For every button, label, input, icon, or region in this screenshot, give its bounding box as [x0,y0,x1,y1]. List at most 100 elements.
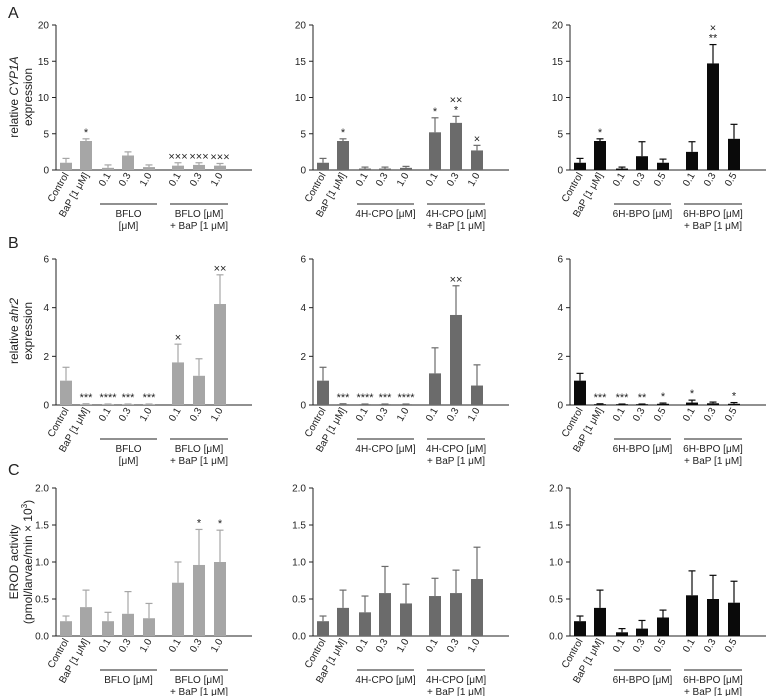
group-label: BFLO [115,209,141,220]
bar [707,403,719,405]
bar [728,403,740,405]
y-tick-label: 10 [38,93,50,104]
y-axis-title-c: EROD activity [7,525,21,600]
category-label: 0.1 [611,406,628,424]
group-label: + BaP [1 μM] [427,456,485,467]
category-label: 0.3 [702,637,719,655]
bar [60,162,72,170]
category-label: 1.0 [209,171,226,189]
bar [594,404,606,405]
y-tick-label: 6 [43,255,49,266]
y-tick-label: 0 [557,401,563,412]
y-axis-title-superscript: 3 [20,503,29,508]
bar [574,380,586,405]
y-tick-label: 15 [38,57,50,68]
y-tick-label: 2.0 [292,484,306,495]
bar [471,579,483,636]
y-tick-label: 0.5 [292,595,306,606]
group-label: BFLO [μM] [175,444,224,455]
y-tick-label: 15 [552,57,564,68]
group-label: 4H-CPO [μM] [355,675,415,686]
category-label: 0.5 [723,406,740,424]
category-label: 0.3 [445,637,462,655]
y-tick-label: 4 [557,303,563,314]
bar [686,402,698,405]
significance-label: *** [616,392,630,404]
significance-label: × [474,133,480,145]
bar [80,141,92,170]
group-label: 4H-CPO [μM] [426,209,486,220]
bar [122,155,134,170]
group-label: 4H-CPO [μM] [355,444,415,455]
group-label: 6H-BPO [μM] [683,444,743,455]
category-label: 0.1 [97,171,114,189]
y-tick-label: 2 [557,352,563,363]
category-label: 0.3 [374,171,391,189]
category-label: 0.1 [167,637,184,655]
y-tick-label: 2.0 [549,484,563,495]
y-tick-label: 2 [300,352,306,363]
bar [657,617,669,636]
group-label: BFLO [μM] [175,209,224,220]
category-label: 0.3 [374,406,391,424]
category-label: 0.1 [424,637,441,655]
category-label: 0.3 [117,406,134,424]
bar [379,168,391,170]
y-tick-label: 5 [43,129,49,140]
category-label: 0.3 [374,637,391,655]
group-label: + BaP [1 μM] [684,687,742,696]
y-axis-title-a: relative CYP1A [7,56,21,137]
category-label: 0.1 [424,406,441,424]
group-label: + BaP [1 μM] [427,221,485,232]
y-axis-title-a-line2: expression [21,68,35,126]
bar [193,375,205,405]
bar [337,607,349,636]
bar [657,403,669,405]
y-tick-label: 0 [300,401,306,412]
bar [143,167,155,170]
y-tick-label: 20 [38,21,50,32]
y-tick-label: 15 [295,57,307,68]
category-label: 1.0 [138,406,155,424]
category-label: 0.5 [723,637,740,655]
category-label: 1.0 [466,171,483,189]
y-tick-label: 0 [557,166,563,177]
y-tick-label: 0.5 [549,595,563,606]
y-tick-label: 1.0 [35,558,49,569]
category-label: 1.0 [466,406,483,424]
category-label: 0.3 [631,406,648,424]
category-label: 1.0 [138,637,155,655]
bar [728,138,740,170]
group-label: 4H-CPO [μM] [426,444,486,455]
category-label: 1.0 [466,637,483,655]
category-label: 0.1 [354,637,371,655]
category-label: 0.1 [97,637,114,655]
y-tick-label: 0.0 [292,632,306,643]
panel-label-b: B [8,235,19,252]
group-label: + BaP [1 μM] [684,456,742,467]
bar [636,628,648,636]
significance-label: * [732,391,737,403]
y-tick-label: 5 [557,129,563,140]
bar [616,632,628,636]
bar [707,63,719,170]
significance-label: *** [379,392,393,404]
group-label: 4H-CPO [μM] [426,675,486,686]
bar [172,165,184,170]
bar [80,404,92,405]
category-label: 0.3 [631,171,648,189]
bar [359,168,371,170]
group-label: BFLO [μM] [175,675,224,686]
significance-label: * [341,127,346,139]
category-label: 0.1 [167,171,184,189]
bar [193,164,205,170]
y-tick-label: 20 [552,21,564,32]
bar [594,607,606,636]
y-tick-label: 10 [295,93,307,104]
y-tick-label: 4 [300,303,306,314]
significance-label: ** [638,392,647,404]
significance-label: * [598,127,603,139]
